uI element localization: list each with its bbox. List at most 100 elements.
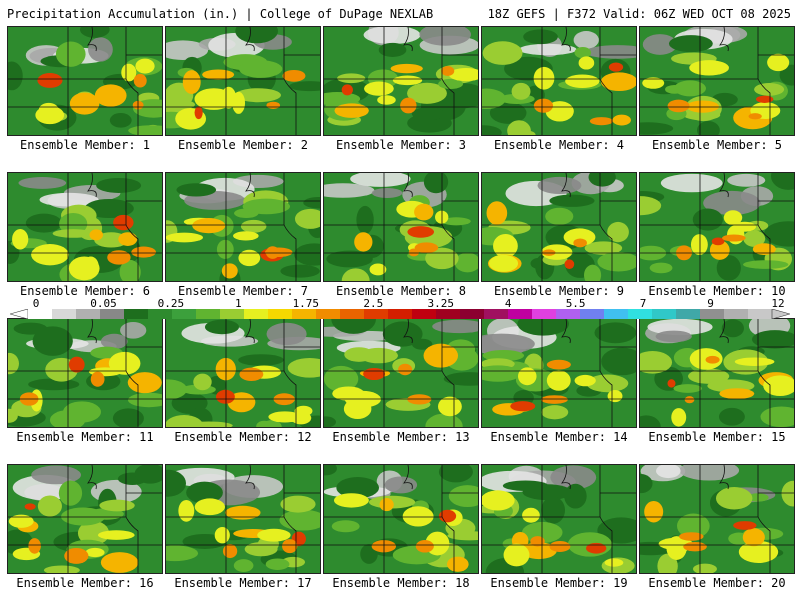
precip-map (639, 464, 795, 574)
ensemble-member-panel: Ensemble Member: 17 (165, 464, 321, 590)
precip-field (324, 27, 478, 135)
precip-map (481, 172, 637, 282)
precip-map (639, 26, 795, 136)
state-borders (166, 27, 320, 135)
state-borders (640, 27, 794, 135)
precip-field (482, 319, 636, 427)
colorbar-tick-label: 2.5 (363, 297, 384, 310)
ensemble-member-panel: Ensemble Member: 9 (481, 172, 637, 298)
precip-field (166, 319, 320, 427)
colorbar-swatch (604, 309, 629, 319)
precip-field (166, 173, 320, 281)
colorbar-swatch (676, 309, 701, 319)
state-borders (324, 465, 478, 573)
state-borders (482, 27, 636, 135)
precip-field (324, 173, 478, 281)
precip-field (482, 173, 636, 281)
colorbar-swatch (436, 309, 461, 319)
colorbar-swatch (340, 309, 365, 319)
precip-map (323, 172, 479, 282)
precip-map (323, 26, 479, 136)
state-borders (166, 465, 320, 573)
precip-field (640, 319, 794, 427)
ensemble-member-panel: Ensemble Member: 16 (7, 464, 163, 590)
member-label: Ensemble Member: 4 (493, 138, 625, 152)
precip-map (7, 464, 163, 574)
state-borders (8, 27, 162, 135)
precip-map (481, 464, 637, 574)
state-borders (640, 319, 794, 427)
colorbar-swatch (628, 309, 653, 319)
state-borders (166, 319, 320, 427)
ensemble-member-panel: Ensemble Member: 3 (323, 26, 479, 152)
ensemble-member-panel: Ensemble Member: 15 (639, 318, 795, 444)
colorbar-swatch (700, 309, 725, 319)
ensemble-member-panel: Ensemble Member: 12 (165, 318, 321, 444)
colorbar-tick-label: 3.25 (427, 297, 454, 310)
colorbar-swatch (292, 309, 317, 319)
ensemble-member-panel: Ensemble Member: 14 (481, 318, 637, 444)
colorbar-tick-label: 0.25 (157, 297, 185, 310)
member-label: Ensemble Member: 10 (648, 284, 786, 298)
colorbar-swatch (748, 309, 773, 319)
precip-field (324, 319, 478, 427)
colorbar-swatch (28, 309, 53, 319)
colorbar-tick-label: 9 (707, 297, 714, 310)
colorbar-tick-label: 4 (504, 297, 512, 310)
precip-field (482, 465, 636, 573)
precip-map (639, 172, 795, 282)
colorbar-swatch (460, 309, 485, 319)
colorbar-tick-label: 5.5 (565, 297, 586, 310)
precip-field (166, 465, 320, 573)
member-label: Ensemble Member: 9 (493, 284, 625, 298)
state-borders (482, 173, 636, 281)
state-borders (166, 173, 320, 281)
member-label: Ensemble Member: 6 (19, 284, 151, 298)
member-label: Ensemble Member: 14 (490, 430, 628, 444)
colorbar-swatch (148, 309, 173, 319)
precip-map (323, 318, 479, 428)
colorbar-low-arrow (10, 309, 29, 319)
colorbar-swatch (412, 309, 437, 319)
precip-map (165, 318, 321, 428)
colorbar-labels: 0 0.05 0.25 1 1.75 2.5 3.25 4 5.5 7 9 12 (20, 297, 800, 310)
colorbar-tick-label: 1.75 (292, 297, 320, 310)
member-label: Ensemble Member: 15 (648, 430, 786, 444)
precip-map (323, 464, 479, 574)
member-label: Ensemble Member: 11 (16, 430, 154, 444)
colorbar-swatch (532, 309, 557, 319)
chart-title: Precipitation Accumulation (in.) | Colle… (7, 7, 434, 21)
precip-colorbar (10, 309, 790, 319)
member-label: Ensemble Member: 18 (332, 576, 470, 590)
colorbar-swatch (268, 309, 293, 319)
ensemble-member-panel: Ensemble Member: 11 (7, 318, 163, 444)
ensemble-member-panel: Ensemble Member: 10 (639, 172, 795, 298)
precip-field (640, 173, 794, 281)
state-borders (8, 319, 162, 427)
state-borders (482, 319, 636, 427)
colorbar-swatch (580, 309, 605, 319)
precip-map (165, 464, 321, 574)
precip-map (481, 26, 637, 136)
colorbar-swatch (196, 309, 221, 319)
ensemble-member-panel: Ensemble Member: 8 (323, 172, 479, 298)
colorbar-high-arrow (771, 309, 790, 319)
precip-field (324, 465, 478, 573)
state-borders (482, 465, 636, 573)
member-label: Ensemble Member: 7 (177, 284, 309, 298)
member-label: Ensemble Member: 17 (174, 576, 312, 590)
precip-map (7, 26, 163, 136)
ensemble-member-panel: Ensemble Member: 19 (481, 464, 637, 590)
precip-field (166, 27, 320, 135)
ensemble-member-panel: Ensemble Member: 18 (323, 464, 479, 590)
state-borders (324, 319, 478, 427)
colorbar-swatch (316, 309, 341, 319)
member-label: Ensemble Member: 16 (16, 576, 154, 590)
member-label: Ensemble Member: 19 (490, 576, 628, 590)
colorbar-tick-label: 1 (235, 297, 242, 310)
ensemble-member-panel: Ensemble Member: 5 (639, 26, 795, 152)
colorbar-swatch (556, 309, 581, 319)
precip-field (8, 173, 162, 281)
member-label: Ensemble Member: 12 (174, 430, 312, 444)
state-borders (324, 27, 478, 135)
